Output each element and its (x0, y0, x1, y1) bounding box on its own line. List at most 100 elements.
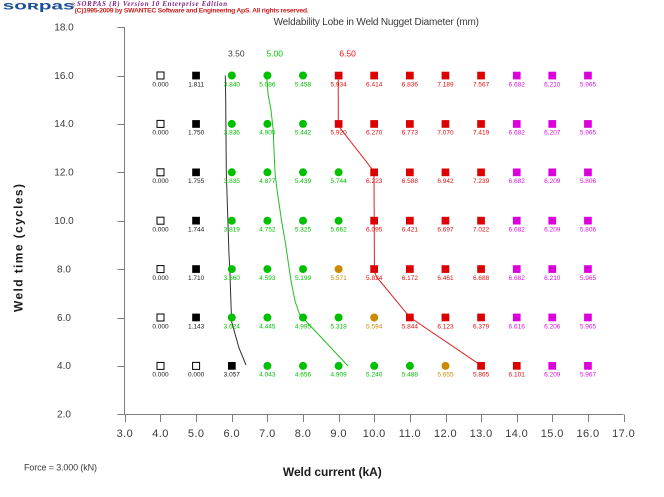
svg-text:3.819: 3.819 (224, 227, 241, 234)
svg-text:6.414: 6.414 (366, 81, 383, 88)
svg-text:6.209: 6.209 (544, 178, 561, 185)
svg-text:4.593: 4.593 (259, 275, 276, 282)
svg-text:6.836: 6.836 (402, 81, 419, 88)
svg-text:6.773: 6.773 (402, 130, 419, 137)
svg-text:5.0: 5.0 (188, 428, 205, 440)
svg-text:6.209: 6.209 (544, 372, 561, 379)
svg-text:9.0: 9.0 (330, 428, 347, 440)
svg-text:5.458: 5.458 (295, 81, 312, 88)
svg-text:6.223: 6.223 (366, 178, 383, 185)
svg-text:15.0: 15.0 (541, 428, 564, 440)
svg-text:18.0: 18.0 (54, 22, 74, 33)
svg-text:6.942: 6.942 (437, 178, 454, 185)
svg-text:7.567: 7.567 (473, 81, 490, 88)
svg-text:6.0: 6.0 (224, 428, 241, 440)
svg-text:3.50: 3.50 (228, 49, 245, 59)
svg-text:4.0: 4.0 (57, 361, 71, 372)
svg-text:4.043: 4.043 (259, 372, 276, 379)
svg-text:6.210: 6.210 (544, 275, 561, 282)
svg-text:5.967: 5.967 (580, 372, 597, 379)
svg-text:5.571: 5.571 (330, 275, 347, 282)
svg-text:4.905: 4.905 (259, 130, 276, 137)
svg-text:0.000: 0.000 (152, 323, 169, 330)
svg-text:14.0: 14.0 (54, 119, 74, 130)
svg-text:4.656: 4.656 (295, 372, 312, 379)
svg-text:5.824: 5.824 (366, 275, 383, 282)
svg-text:6.682: 6.682 (509, 178, 526, 185)
svg-text:6.682: 6.682 (509, 227, 526, 234)
svg-text:6.270: 6.270 (366, 130, 383, 137)
svg-text:2.0: 2.0 (57, 410, 71, 421)
svg-text:5.965: 5.965 (580, 130, 597, 137)
svg-text:4.877: 4.877 (259, 178, 276, 185)
svg-text:17.0: 17.0 (612, 428, 635, 440)
svg-text:16.0: 16.0 (576, 428, 599, 440)
svg-text:4.909: 4.909 (330, 372, 347, 379)
svg-text:3.835: 3.835 (224, 178, 241, 185)
svg-text:14.0: 14.0 (505, 428, 528, 440)
svg-text:5.965: 5.965 (580, 323, 597, 330)
svg-text:6.588: 6.588 (402, 178, 419, 185)
svg-text:0.000: 0.000 (152, 130, 169, 137)
svg-text:3.840: 3.840 (224, 81, 241, 88)
svg-text:11.0: 11.0 (399, 428, 421, 440)
svg-text:5.965: 5.965 (580, 81, 597, 88)
svg-text:1.750: 1.750 (188, 130, 205, 137)
svg-text:3.0: 3.0 (117, 428, 134, 440)
svg-text:6.0: 6.0 (57, 313, 71, 324)
svg-text:1.143: 1.143 (188, 323, 205, 330)
svg-text:5.844: 5.844 (402, 323, 419, 330)
svg-text:6.682: 6.682 (509, 130, 526, 137)
svg-text:4.445: 4.445 (259, 323, 276, 330)
svg-text:5.594: 5.594 (366, 323, 383, 330)
svg-text:6.101: 6.101 (509, 372, 526, 379)
svg-text:5.086: 5.086 (259, 81, 276, 88)
svg-text:6.207: 6.207 (544, 130, 561, 137)
svg-text:4.752: 4.752 (259, 227, 276, 234)
svg-text:10.0: 10.0 (363, 428, 386, 440)
svg-text:6.206: 6.206 (544, 323, 561, 330)
svg-text:5.965: 5.965 (580, 275, 597, 282)
svg-text:6.095: 6.095 (366, 227, 383, 234)
svg-text:0.000: 0.000 (152, 81, 169, 88)
svg-text:Weld current (kA): Weld current (kA) (283, 465, 382, 479)
svg-text:12.0: 12.0 (54, 168, 74, 179)
svg-text:12.0: 12.0 (434, 428, 457, 440)
svg-text:1.744: 1.744 (188, 227, 205, 234)
svg-text:7.189: 7.189 (437, 81, 454, 88)
svg-text:®: ® (72, 1, 76, 8)
svg-text:5.806: 5.806 (580, 178, 597, 185)
svg-text:7.419: 7.419 (473, 130, 490, 137)
svg-text:3.624: 3.624 (224, 323, 241, 330)
svg-text:5.240: 5.240 (366, 372, 383, 379)
svg-text:0.000: 0.000 (152, 372, 169, 379)
svg-text:0.000: 0.000 (152, 227, 169, 234)
svg-text:6.172: 6.172 (402, 275, 419, 282)
svg-text:4.0: 4.0 (152, 428, 169, 440)
svg-text:4.995: 4.995 (295, 323, 312, 330)
svg-text:5.442: 5.442 (295, 130, 312, 137)
svg-text:5.744: 5.744 (330, 178, 347, 185)
svg-text:0.000: 0.000 (152, 275, 169, 282)
svg-text:6.682: 6.682 (509, 81, 526, 88)
svg-text:Weldability Lobe in Weld Nugge: Weldability Lobe in Weld Nugget Diameter… (274, 17, 479, 28)
svg-text:8.0: 8.0 (57, 264, 71, 275)
svg-text:1.755: 1.755 (188, 178, 205, 185)
svg-text:soʀpas: soʀpas (3, 0, 75, 12)
svg-text:6.461: 6.461 (437, 275, 454, 282)
svg-text:7.0: 7.0 (259, 428, 276, 440)
svg-text:5.865: 5.865 (473, 372, 490, 379)
svg-text:6.210: 6.210 (544, 81, 561, 88)
svg-text:3.836: 3.836 (224, 130, 241, 137)
svg-text:5.199: 5.199 (295, 275, 312, 282)
svg-text:13.0: 13.0 (470, 428, 493, 440)
svg-text:0.000: 0.000 (188, 372, 205, 379)
svg-text:5.806: 5.806 (580, 227, 597, 234)
svg-text:(C)1995-2009 by SWANTEC Softwa: (C)1995-2009 by SWANTEC Software and Eng… (75, 7, 309, 14)
svg-text:8.0: 8.0 (295, 428, 312, 440)
svg-text:5.934: 5.934 (330, 81, 347, 88)
svg-text:6.209: 6.209 (544, 227, 561, 234)
svg-text:6.123: 6.123 (437, 323, 454, 330)
svg-text:5.662: 5.662 (330, 227, 347, 234)
svg-text:7.239: 7.239 (473, 178, 490, 185)
